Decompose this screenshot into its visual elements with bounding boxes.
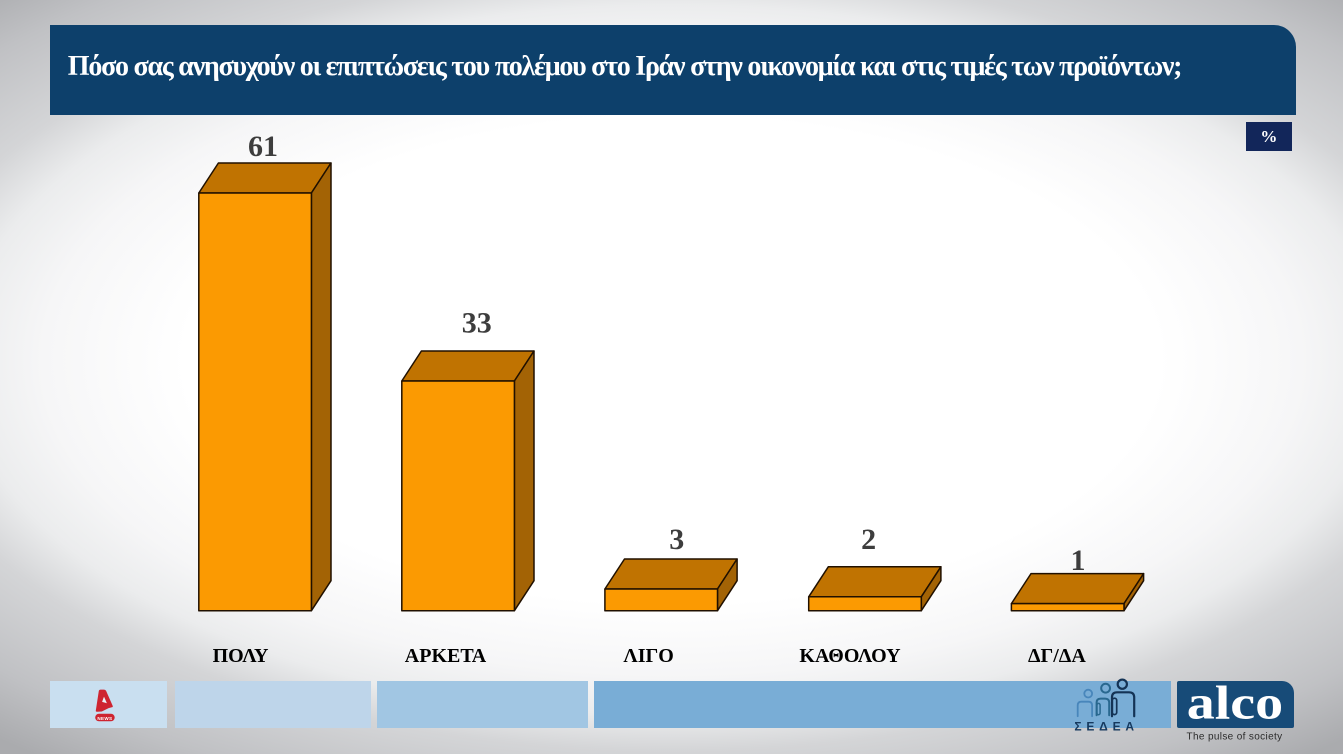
svg-text:The pulse of society: The pulse of society bbox=[1187, 731, 1283, 742]
svg-text:3: 3 bbox=[669, 523, 684, 556]
svg-text:ΛΙΓΟ: ΛΙΓΟ bbox=[623, 645, 673, 667]
svg-text:ΣΕΔΕΑ: ΣΕΔΕΑ bbox=[1074, 720, 1139, 734]
svg-text:33: 33 bbox=[462, 306, 492, 339]
svg-text:ΑΡΚΕΤΑ: ΑΡΚΕΤΑ bbox=[405, 645, 487, 667]
svg-text:alco: alco bbox=[1187, 677, 1283, 729]
svg-text:NEWS: NEWS bbox=[97, 716, 112, 721]
svg-text:ΔΓ/ΔΑ: ΔΓ/ΔΑ bbox=[1028, 645, 1086, 667]
svg-text:ΠΟΛΥ: ΠΟΛΥ bbox=[213, 645, 269, 667]
svg-text:ΚΑΘΟΛΟΥ: ΚΑΘΟΛΟΥ bbox=[799, 645, 901, 667]
svg-text:61: 61 bbox=[248, 130, 278, 163]
svg-text:2: 2 bbox=[861, 523, 876, 556]
svg-text:1: 1 bbox=[1071, 544, 1086, 577]
